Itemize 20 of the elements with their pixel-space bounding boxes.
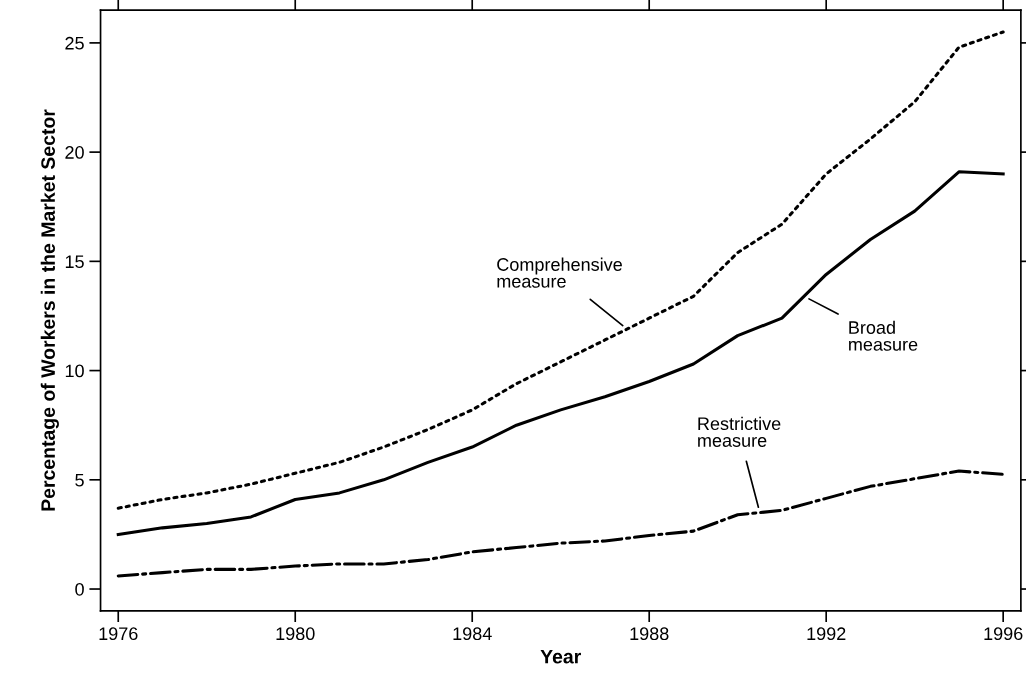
x-tick-label: 1980 bbox=[276, 627, 315, 641]
y-tick-label: 15 bbox=[65, 255, 84, 269]
y-axis-title: Percentage of Workers in the Market Sector bbox=[40, 109, 59, 511]
text: Broad measure bbox=[849, 320, 918, 351]
x-tick-label: 1984 bbox=[453, 627, 492, 641]
line-series bbox=[116, 469, 1005, 578]
y-tick-label: 25 bbox=[65, 36, 84, 50]
text: Restrictive measure bbox=[698, 416, 781, 447]
y-tick-label: 10 bbox=[65, 364, 84, 378]
x-tick-label: 1976 bbox=[99, 627, 138, 641]
x-axis-title: Year bbox=[540, 649, 581, 664]
x-tick-label: 1996 bbox=[984, 627, 1023, 641]
x-tick-label: 1992 bbox=[807, 627, 846, 641]
text: Comprehensive measure bbox=[497, 257, 622, 288]
line-series bbox=[116, 30, 1005, 510]
y-tick-label: 0 bbox=[75, 582, 84, 596]
y-tick-label: 20 bbox=[65, 146, 84, 159]
x-tick-label: 1988 bbox=[630, 627, 669, 641]
line-series bbox=[116, 170, 1005, 536]
y-tick-label: 5 bbox=[75, 473, 84, 487]
